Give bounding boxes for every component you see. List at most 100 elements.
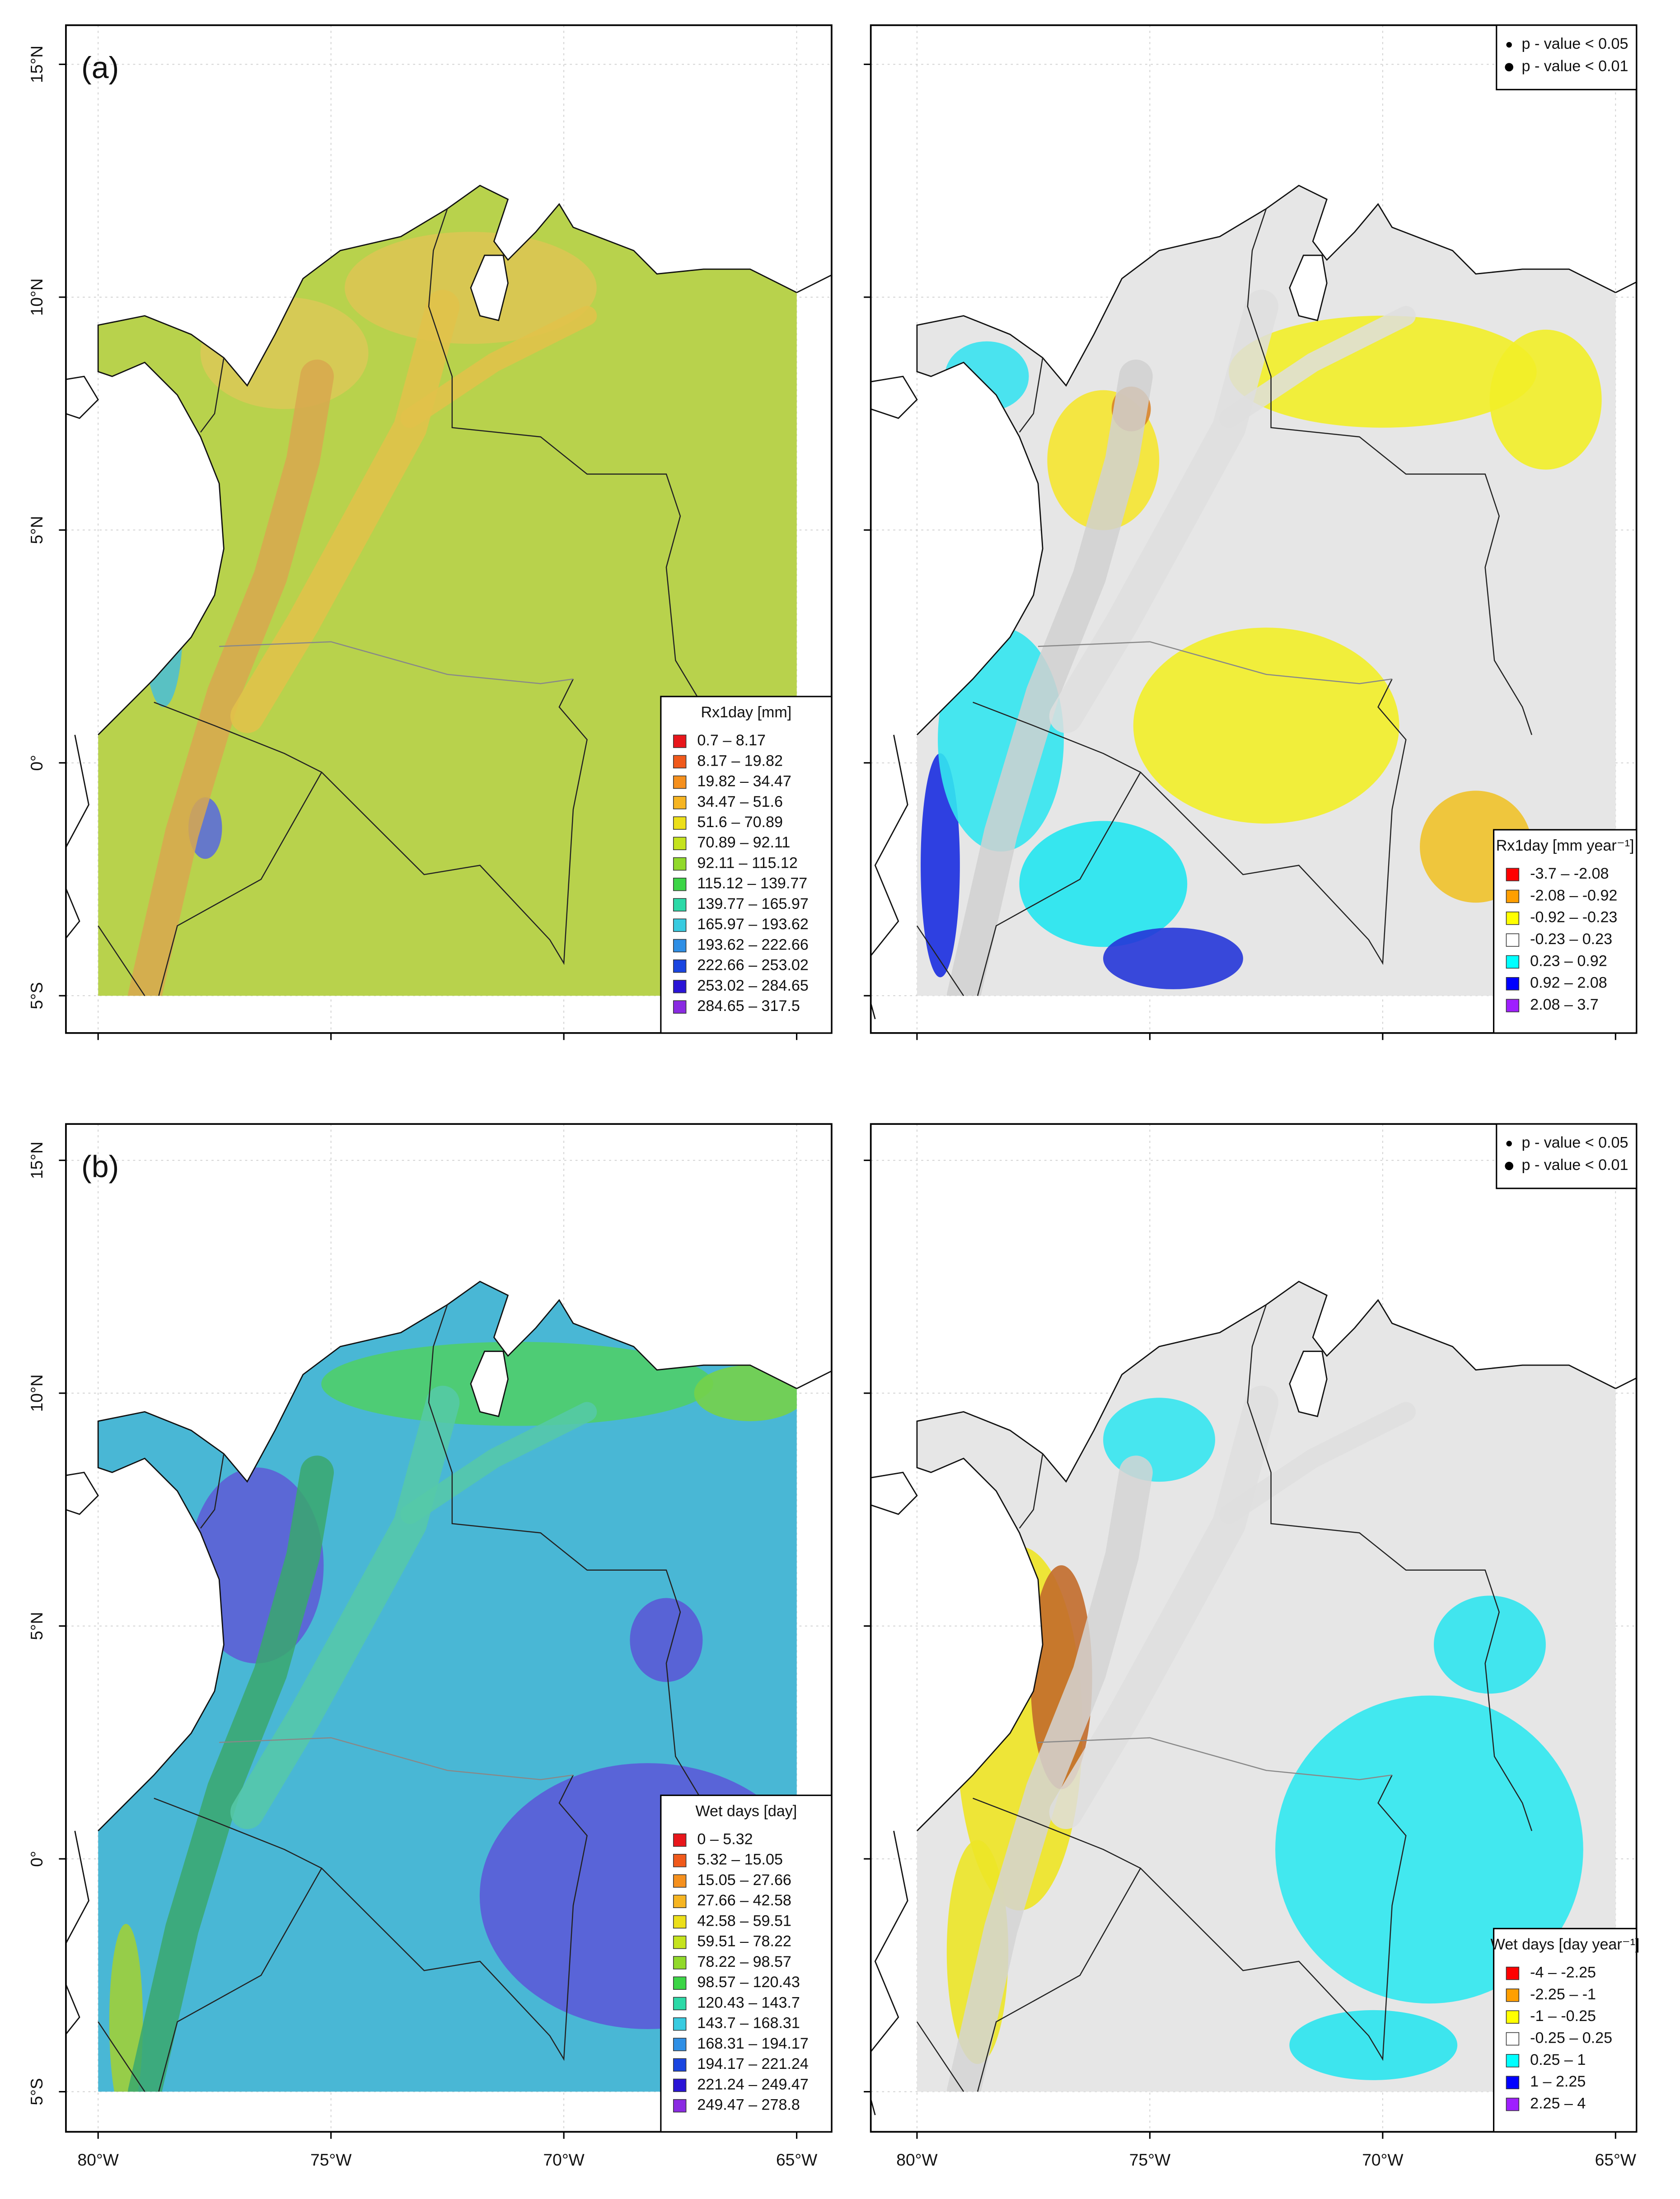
legend-label: 193.62 – 222.66 [697, 936, 808, 953]
legend-swatch [1506, 999, 1520, 1012]
significance-label: p - value < 0.01 [1522, 1156, 1629, 1174]
lon-tick-label: 80°W [896, 2150, 937, 2169]
significance-label: p - value < 0.01 [1522, 58, 1629, 75]
lat-tick-label: 0° [27, 1851, 46, 1867]
coastline [97, 1281, 797, 1832]
legend-swatch [673, 2058, 687, 2072]
border [916, 2021, 964, 2092]
legend-swatch [673, 1895, 687, 1908]
legend-swatch [673, 980, 687, 993]
relief [946, 1455, 1153, 2092]
coastline [916, 1281, 1616, 1832]
legend-swatch [673, 837, 687, 850]
relief [1219, 1402, 1416, 1524]
legend-title: Wet days [day year⁻¹] [1491, 1936, 1640, 1953]
legend-swatch [673, 1833, 687, 1847]
legend-swatch [673, 857, 687, 871]
legend-swatch [1506, 2054, 1520, 2068]
lat-tick-label: 5°S [27, 982, 46, 1009]
legend-label: 59.51 – 78.22 [697, 1933, 791, 1950]
raster-patch [1019, 821, 1188, 947]
map-panel: p - value < 0.05 p - value < 0.01 Rx1day [… [864, 24, 1638, 1040]
map-area [870, 1124, 1637, 2132]
legend-label: 0.23 – 0.92 [1530, 952, 1607, 969]
coastline [870, 375, 918, 419]
lake [1289, 254, 1328, 321]
legend-label: 51.6 – 70.89 [697, 814, 783, 831]
legend-swatch [1506, 977, 1520, 991]
significance-dot [1506, 42, 1512, 48]
lat-tick-label: 10°N [27, 1375, 46, 1412]
relief [1219, 306, 1416, 428]
legend-swatch [673, 1874, 687, 1888]
legend-swatch [673, 1935, 687, 1949]
coastline [796, 274, 832, 293]
legend-swatch [1506, 1966, 1520, 1980]
significance-legend [1496, 1123, 1638, 1189]
legend-swatch [1506, 2097, 1520, 2111]
border [158, 1868, 323, 2092]
significance-dot [1506, 1141, 1512, 1146]
map-panel: 15°N 10°N 5°N 0° 5°S (a) Rx1day [mm] 0.7 – 8.17… [27, 24, 833, 1040]
legend-swatch [673, 2078, 687, 2092]
border [973, 678, 1407, 965]
legend-label: 249.47 – 278.8 [697, 2096, 800, 2114]
legend-label: 8.17 – 19.82 [697, 752, 783, 769]
relief [128, 1455, 334, 2092]
map-panel: 15°N 10°N 5°N 0° 5°S 80°W 75°W 70°W 65°W (b) Wet d… [27, 1123, 833, 2169]
legend-label: 19.82 – 34.47 [697, 773, 791, 790]
panel-label: (b) [81, 1149, 119, 1184]
legend-label: -0.92 – -0.23 [1530, 909, 1617, 926]
relief [1049, 290, 1279, 733]
border [973, 1774, 1407, 2061]
border [158, 772, 323, 996]
raster-patch [1289, 2010, 1458, 2080]
admin-line [219, 1737, 574, 1780]
raster-patch [1275, 1695, 1583, 2004]
lat-tick-label: 0° [27, 755, 46, 771]
panel-frame [870, 1123, 1638, 2133]
lake [470, 254, 509, 321]
legend-title: Wet days [day] [695, 1803, 797, 1820]
legend-swatch [673, 1854, 687, 1867]
raster-patch [1103, 927, 1243, 989]
legend-swatch [673, 959, 687, 973]
panel-frame [870, 24, 1638, 1034]
legend-label: 0.25 – 1 [1530, 2051, 1586, 2068]
legend-label: 115.12 – 139.77 [697, 875, 807, 892]
relief [230, 290, 460, 733]
lon-tick-label: 65°W [1595, 2150, 1636, 2169]
legend-swatch [1506, 2032, 1520, 2046]
lon-tick-label: 75°W [310, 2150, 351, 2169]
relief [400, 1402, 597, 1524]
legend-swatch [673, 755, 687, 769]
legend-label: 27.66 – 42.58 [697, 1892, 791, 1909]
admin-line [1038, 641, 1392, 684]
border [200, 357, 225, 433]
coastline [66, 1830, 89, 2035]
legend-label: -2.08 – -0.92 [1530, 887, 1617, 904]
legend-label: 143.7 – 168.31 [697, 2015, 800, 2032]
legend-label: 78.22 – 98.57 [697, 1953, 791, 1970]
legend-swatch [1506, 933, 1520, 947]
coastline [66, 735, 89, 940]
legend-label: 194.17 – 221.24 [697, 2055, 808, 2073]
legend-swatch [673, 2038, 687, 2051]
legend-label: -0.23 – 0.23 [1530, 931, 1612, 948]
raster-patch [1133, 627, 1399, 824]
border [154, 1774, 588, 2061]
coastline [796, 1370, 832, 1390]
lon-tick-label: 70°W [1362, 2150, 1403, 2169]
panel-frame [65, 24, 833, 1034]
legend-swatch [673, 796, 687, 809]
legend-swatch [673, 898, 687, 912]
legend-label: 34.47 – 51.6 [697, 793, 783, 810]
raster-patch [630, 1598, 703, 1682]
legend-label: 139.77 – 165.97 [697, 895, 808, 912]
legend-label: 1 – 2.25 [1530, 2073, 1586, 2090]
legend-label: 2.08 – 3.7 [1530, 996, 1599, 1013]
coastline [66, 375, 99, 419]
lat-tick-label: 15°N [27, 1142, 46, 1179]
lake [470, 1351, 509, 1418]
